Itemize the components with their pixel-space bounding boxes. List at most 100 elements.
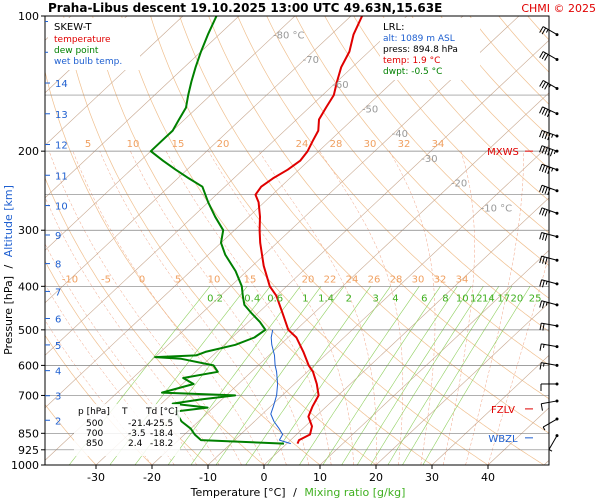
wind-barb-flag (541, 165, 546, 173)
wind-barb-flag (544, 109, 549, 116)
wind-barb-shaft (541, 163, 558, 171)
wind-barb-shaft (541, 279, 558, 285)
wind-barb-flag (539, 130, 543, 138)
wind-barb-flag (542, 256, 545, 264)
wind-barb-half-flag (553, 150, 556, 155)
wind-barb (539, 343, 559, 351)
isotherm-line (45, 16, 184, 146)
x-tick-label: 0 (261, 471, 268, 484)
grid-labels: -80 °C-70-60-50-40-30-20-10 °C5 10 15 20 24 2… (62, 30, 542, 444)
p-tick-label: 300 (18, 224, 39, 237)
p-tick-label: 850 (18, 427, 39, 440)
wind-barb-flag (541, 81, 547, 89)
legend-item-temperature: temperature (54, 35, 111, 45)
wind-barb-flag (542, 301, 545, 309)
wind-barb (539, 163, 559, 174)
altitude-tick-label: 8 (55, 260, 61, 271)
isotherm-line (207, 144, 549, 465)
wind-barbs (539, 26, 559, 452)
x-tick-label: 20 (369, 471, 383, 484)
x-axis-separator: / (293, 486, 297, 499)
wind-barb-flag (547, 133, 551, 141)
x-tick-label: -30 (87, 471, 105, 484)
isotherm-line (45, 16, 296, 251)
moist-adiabat-line (48, 151, 242, 465)
mixing-ratio-label: 3 (373, 293, 379, 304)
mixing-ratio-label: 10 (456, 293, 469, 304)
wind-barb (539, 145, 559, 157)
wind-barb-flag (539, 80, 544, 87)
isotherm-label: -60 (332, 80, 348, 91)
moist-adiabat-line (319, 151, 404, 465)
moist-adiabat-line (258, 151, 377, 465)
isotherm-line (151, 92, 549, 465)
altitude-tick-label: 4 (55, 367, 61, 378)
level-marker-mxws: MXWS (487, 147, 519, 158)
isotherm-line (95, 39, 549, 465)
wind-barb-shaft (541, 184, 558, 192)
wind-barb-flag (542, 280, 545, 288)
wind-barb-half-flag (548, 449, 553, 452)
wind-barb-flag (539, 26, 544, 33)
wind-barb-flag (539, 164, 543, 172)
wind-barb-flag (544, 132, 548, 140)
wind-barb-half-flag (545, 29, 549, 33)
theta-label-lower: 28 (390, 274, 403, 285)
mixing-ratio-label: 6 (421, 293, 427, 304)
wind-barb (540, 399, 559, 411)
lrl-alt: alt: 1089 m ASL (383, 34, 455, 44)
wind-barb (539, 130, 559, 141)
altitude-tick-label: 12 (55, 141, 68, 152)
wind-barb-half-flag (551, 134, 554, 138)
lrl-heading: LRL: (383, 22, 404, 33)
mixing-ratio-label: 1.4 (318, 293, 334, 304)
isotherm-line (45, 16, 128, 94)
y-axis-title: Pressure [hPa] / Altitude [km] (2, 185, 15, 355)
wind-barb-flag (544, 233, 548, 241)
legend-item-wet-bulb-temp: wet bulb temp. (54, 57, 122, 67)
altitude-tick-label: 6 (55, 315, 61, 326)
mixing-ratio-label: 8 (442, 293, 448, 304)
wind-barb-flag (539, 185, 543, 193)
wind-barb-flag (541, 27, 547, 35)
x-tick-label: 40 (481, 471, 495, 484)
theta-label-upper: 15 (172, 139, 185, 150)
data-table-box (74, 404, 180, 456)
wind-barb-flag (544, 83, 549, 90)
wind-barb-flag (539, 145, 543, 153)
wind-barb (539, 207, 559, 217)
wind-barb (548, 434, 559, 452)
wind-barb-flag (541, 52, 547, 60)
theta-label-lower: 30 (412, 274, 425, 285)
wind-barb-half-flag (542, 426, 546, 431)
theta-label-upper: 34 (432, 139, 445, 150)
wind-barb-half-flag (548, 210, 551, 215)
isotherm-line (319, 249, 549, 465)
theta-label-upper: 5 (85, 139, 91, 150)
wind-barb-shaft (541, 207, 558, 214)
isotherm-line (45, 16, 464, 409)
wind-barb-flag (541, 208, 546, 216)
wind-barb (539, 106, 559, 118)
x-tick-label: 10 (313, 471, 327, 484)
wind-barb (539, 300, 559, 309)
theta-label-upper: 20 (217, 139, 230, 150)
data-table-header: T (121, 407, 128, 417)
data-table-cell: 850 (86, 439, 103, 449)
wind-barb-flag (540, 403, 543, 411)
altitude-tick-label: 11 (55, 171, 68, 182)
isotherm-label: -30 (421, 154, 437, 165)
isotherm-line (45, 16, 520, 461)
wind-barb (540, 382, 559, 391)
wind-barb-flag (547, 148, 551, 156)
p-tick-label: 100 (18, 10, 39, 23)
wind-barb-flag (539, 256, 543, 264)
lrl-temp: temp: 1.9 °C (383, 56, 440, 66)
theta-label-lower: 34 (456, 274, 469, 285)
wind-barb-flag (539, 362, 542, 370)
wind-barb-flag (549, 149, 554, 157)
wind-barb-flag (544, 209, 548, 217)
wind-barb (539, 184, 559, 195)
